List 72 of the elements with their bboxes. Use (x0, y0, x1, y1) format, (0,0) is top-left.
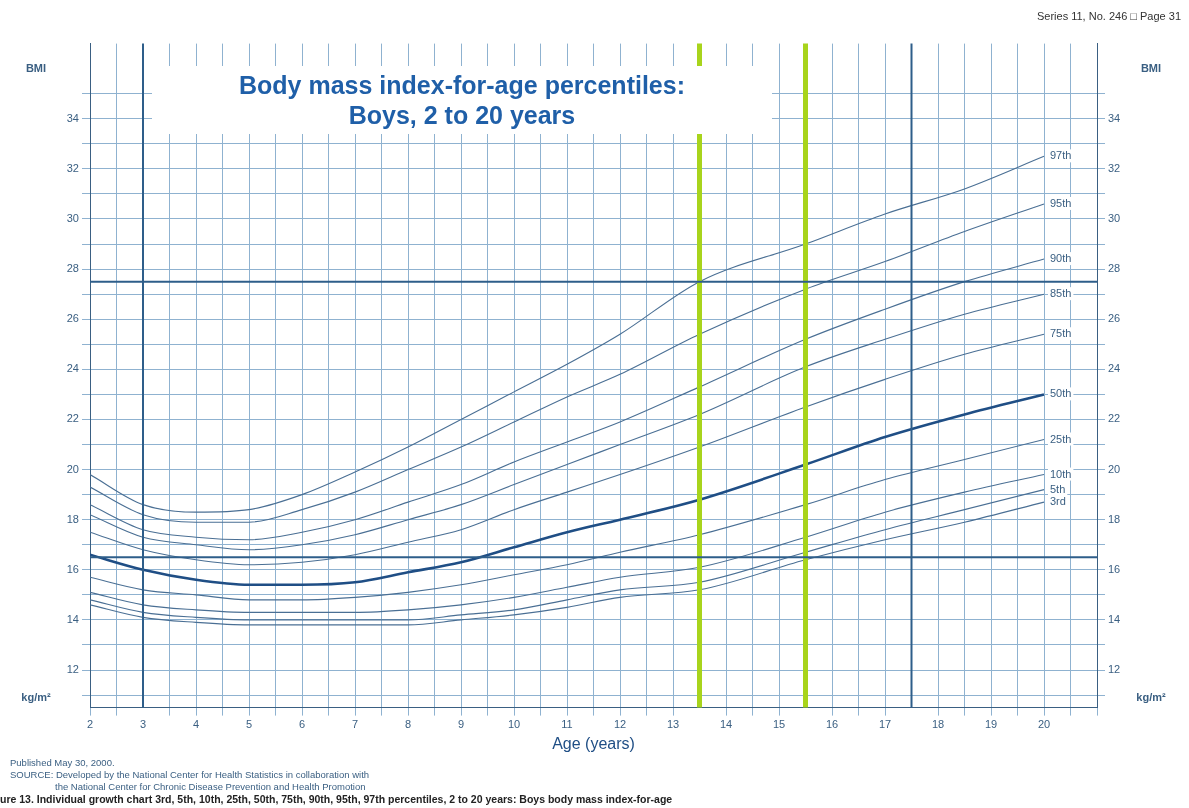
x-tick-label: 19 (984, 718, 998, 731)
text: kg/m² (21, 690, 51, 703)
y2-tick-label: 16 (1108, 562, 1121, 575)
x-tick-label: 17 (878, 718, 892, 731)
line-series (90, 155, 1045, 513)
y2-tick-label: 24 (1108, 362, 1121, 375)
y2-tick-label: 20 (1108, 462, 1121, 475)
x-tick-label: 16 (825, 718, 839, 731)
series-label: 90th (1050, 252, 1072, 265)
x-tick-label: 15 (772, 718, 786, 731)
line-series (90, 474, 1045, 613)
series-label: 97th (1050, 149, 1072, 162)
text: kg/m² (1136, 690, 1166, 703)
x-tick-label: 2 (86, 718, 94, 731)
x-tick-label: 7 (351, 718, 359, 731)
x-tick-label: 8 (404, 718, 412, 731)
x-axis-title: Age (years) (552, 734, 635, 752)
y2-tick-label: 28 (1108, 262, 1121, 275)
x-tick-label: 5 (245, 718, 253, 731)
series-label: 10th (1050, 467, 1072, 480)
x-tick-label: 9 (457, 718, 465, 731)
y2-tick-label: 30 (1108, 212, 1121, 225)
text: ure 13. Individual growth chart 3rd, 5th, 10th, 25th, 50th, 75th, 90th, 95th, 97th percentiles, 2 to 20 years: Boys body mass index-for-age (0, 793, 673, 805)
y-tick-label: 20 (66, 462, 79, 475)
y-tick-label: 30 (66, 212, 79, 225)
y-tick-label: 26 (66, 312, 79, 325)
x-tick-label: 14 (719, 718, 733, 731)
series-label: 50th (1050, 387, 1072, 400)
y-tick-label: 14 (66, 612, 79, 625)
y-tick-label: 16 (66, 562, 79, 575)
x-tick-label: 20 (1037, 718, 1051, 731)
x-tick-label: 18 (931, 718, 945, 731)
y2-tick-label: 22 (1108, 412, 1121, 425)
line-series (90, 203, 1045, 523)
y2-tick-label: 12 (1108, 663, 1121, 676)
x-tick-label: 10 (507, 718, 521, 731)
y-tick-label: 12 (66, 663, 79, 676)
y-tick-label: 34 (66, 111, 79, 124)
x-tick-label: 12 (613, 718, 627, 731)
text: the National Center for Chronic Disease Prevention and Health Promotion (54, 781, 367, 793)
source-note: SOURCE: Developed by the National Center for Health Statistics in collaboration with (10, 769, 370, 781)
line-series (90, 293, 1045, 551)
y2-tick-label: 14 (1108, 612, 1121, 625)
series-label: 95th (1050, 196, 1072, 209)
series-label: 5th (1050, 482, 1066, 495)
title-panel: Body mass index-for-age percentiles: Boys, 2 to 20 years (152, 66, 772, 134)
x-tick-label: 3 (139, 718, 147, 731)
line-series (90, 438, 1045, 601)
y2-tick-label: 18 (1108, 512, 1121, 525)
x-tick-label: 13 (666, 718, 680, 731)
series-label: 3rd (1050, 495, 1066, 508)
y-tick-label: 24 (66, 362, 79, 375)
series-label: 85th (1050, 287, 1072, 300)
x-tick-label: 4 (192, 718, 200, 731)
y-tick-label: 32 (66, 161, 79, 174)
series-label: 75th (1050, 327, 1072, 340)
text: Series 11, No. 246 □ Page 31 (1036, 10, 1181, 22)
line-series (90, 333, 1045, 566)
y2-axis-title: BMI (1140, 61, 1162, 74)
y-tick-label: 18 (66, 512, 79, 525)
y-tick-label: 22 (66, 412, 79, 425)
text: Published May 30, 2000. (10, 757, 116, 769)
x-tick-label: 11 (561, 718, 573, 731)
y2-tick-label: 34 (1108, 111, 1121, 124)
series-label: 25th (1050, 432, 1072, 445)
y2-tick-label: 26 (1108, 312, 1121, 325)
x-tick-label: 6 (298, 718, 306, 731)
line-series (90, 393, 1046, 587)
line-series (90, 258, 1045, 541)
y-tick-label: 28 (66, 262, 79, 275)
y-axis-title: BMI (25, 61, 47, 74)
y2-tick-label: 32 (1108, 161, 1121, 174)
